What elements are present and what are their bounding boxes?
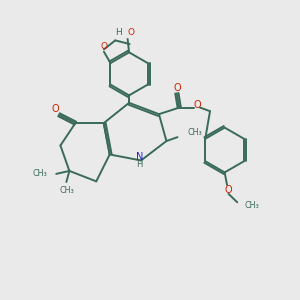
Text: H: H [136, 160, 143, 169]
Text: N: N [136, 152, 143, 163]
Text: CH₃: CH₃ [59, 186, 74, 195]
Text: CH₃: CH₃ [244, 201, 259, 210]
Text: O: O [194, 100, 201, 110]
Text: H: H [115, 28, 122, 38]
Text: O: O [173, 83, 181, 93]
Text: CH₃: CH₃ [32, 169, 47, 178]
Text: CH₃: CH₃ [187, 128, 202, 137]
Text: O: O [52, 104, 59, 114]
Text: O: O [127, 28, 134, 38]
Text: O: O [225, 185, 232, 195]
Text: O: O [100, 42, 107, 51]
